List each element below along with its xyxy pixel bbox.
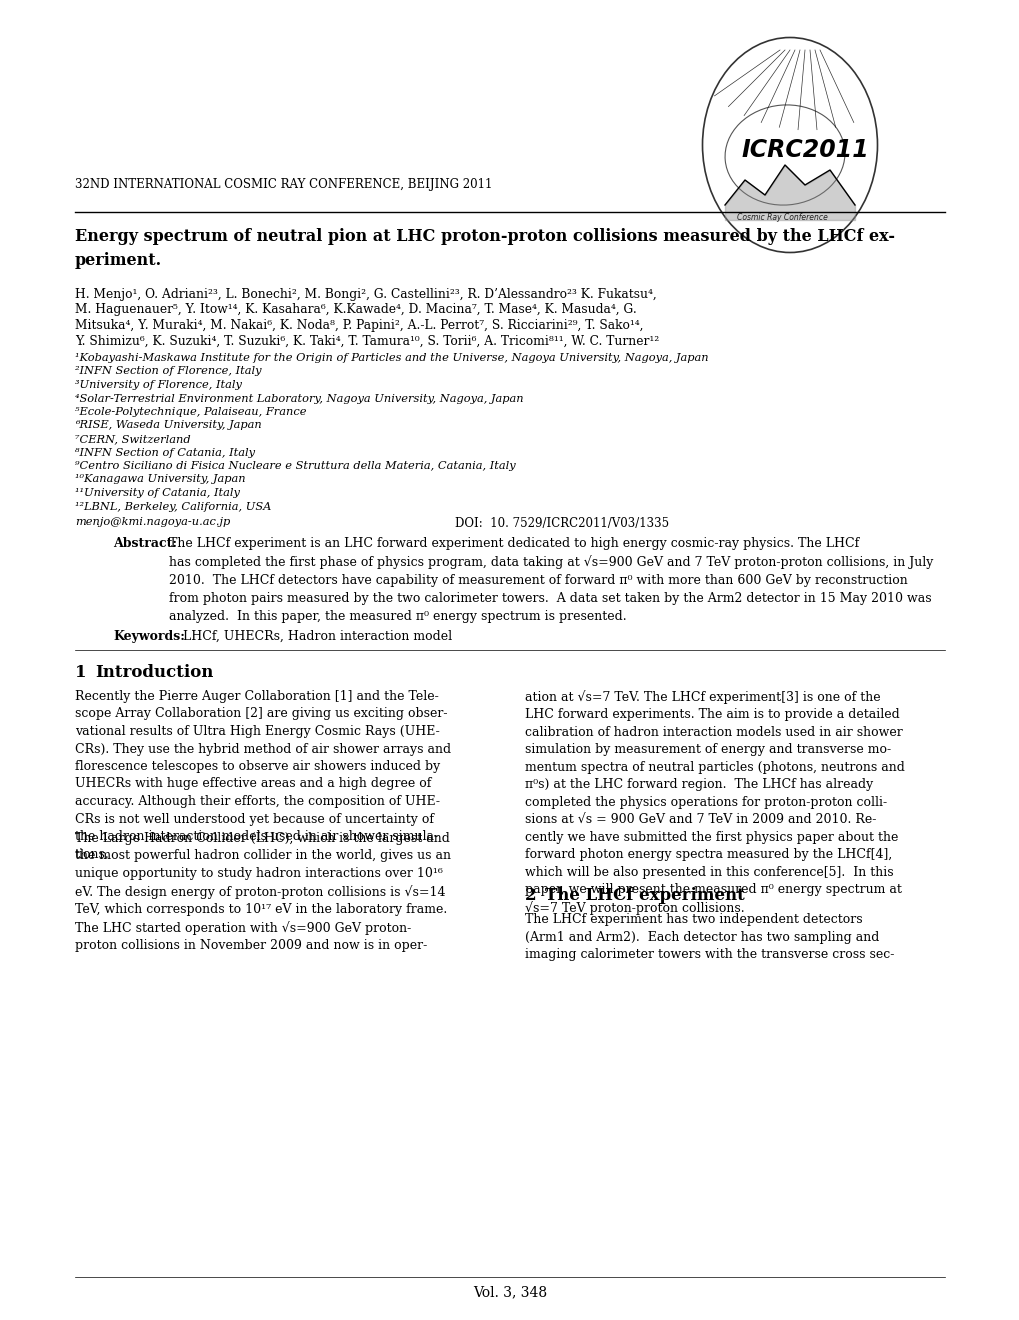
Text: M. Haguenauer⁵, Y. Itow¹⁴, K. Kasahara⁶, K.Kawade⁴, D. Macina⁷, T. Mase⁴, K. Mas: M. Haguenauer⁵, Y. Itow¹⁴, K. Kasahara⁶,…	[75, 304, 636, 317]
Text: ⁸INFN Section of Catania, Italy: ⁸INFN Section of Catania, Italy	[75, 447, 255, 458]
Text: The LHCf experiment is an LHC forward experiment dedicated to high energy cosmic: The LHCf experiment is an LHC forward ex…	[169, 537, 932, 623]
Text: ⁴Solar-Terrestrial Environment Laboratory, Nagoya University, Nagoya, Japan: ⁴Solar-Terrestrial Environment Laborator…	[75, 393, 523, 404]
Text: 32ND INTERNATIONAL COSMIC RAY CONFERENCE, BEIJING 2011: 32ND INTERNATIONAL COSMIC RAY CONFERENCE…	[75, 178, 492, 191]
Text: The LHCf experiment has two independent detectors
(Arm1 and Arm2).  Each detecto: The LHCf experiment has two independent …	[525, 913, 894, 961]
Text: Energy spectrum of neutral pion at LHC proton-proton collisions measured by the : Energy spectrum of neutral pion at LHC p…	[75, 228, 894, 269]
Text: ³University of Florence, Italy: ³University of Florence, Italy	[75, 380, 242, 389]
Text: ¹¹University of Catania, Italy: ¹¹University of Catania, Italy	[75, 488, 239, 498]
Text: ²INFN Section of Florence, Italy: ²INFN Section of Florence, Italy	[75, 367, 261, 376]
Text: menjo@kmi.nagoya-u.ac.jp: menjo@kmi.nagoya-u.ac.jp	[75, 517, 230, 527]
Text: ¹Kobayashi-Maskawa Institute for the Origin of Particles and the Universe, Nagoy: ¹Kobayashi-Maskawa Institute for the Ori…	[75, 352, 708, 363]
Text: Y. Shimizu⁶, K. Suzuki⁴, T. Suzuki⁶, K. Taki⁴, T. Tamura¹⁰, S. Torii⁶, A. Tricom: Y. Shimizu⁶, K. Suzuki⁴, T. Suzuki⁶, K. …	[75, 334, 658, 347]
Text: Introduction: Introduction	[95, 664, 213, 681]
Text: ⁶RISE, Waseda University, Japan: ⁶RISE, Waseda University, Japan	[75, 421, 262, 430]
Text: Keywords:: Keywords:	[113, 630, 184, 643]
Text: The LHCf experiment: The LHCf experiment	[544, 887, 744, 904]
Text: Recently the Pierre Auger Collaboration [1] and the Tele-
scope Array Collaborat: Recently the Pierre Auger Collaboration …	[75, 690, 450, 861]
Text: 1: 1	[75, 664, 87, 681]
Text: ⁹Centro Siciliano di Fisica Nucleare e Struttura della Materia, Catania, Italy: ⁹Centro Siciliano di Fisica Nucleare e S…	[75, 461, 516, 471]
Text: ¹²LBNL, Berkeley, California, USA: ¹²LBNL, Berkeley, California, USA	[75, 502, 271, 511]
Text: H. Menjo¹, O. Adriani²³, L. Bonechi², M. Bongi², G. Castellini²³, R. D’Alessandr: H. Menjo¹, O. Adriani²³, L. Bonechi², M.…	[75, 288, 656, 301]
Text: ation at √s=7 TeV. The LHCf experiment[3] is one of the
LHC forward experiments.: ation at √s=7 TeV. The LHCf experiment[3…	[525, 690, 904, 915]
Text: DOI:  10. 7529/ICRC2011/V03/1335: DOI: 10. 7529/ICRC2011/V03/1335	[454, 517, 668, 531]
Text: Mitsuka⁴, Y. Muraki⁴, M. Nakai⁶, K. Noda⁸, P. Papini², A.-L. Perrot⁷, S. Ricciar: Mitsuka⁴, Y. Muraki⁴, M. Nakai⁶, K. Noda…	[75, 319, 643, 333]
Text: ¹⁰Kanagawa University, Japan: ¹⁰Kanagawa University, Japan	[75, 474, 246, 484]
Text: 2: 2	[525, 887, 536, 904]
Text: ⁵Ecole-Polytechnique, Palaiseau, France: ⁵Ecole-Polytechnique, Palaiseau, France	[75, 407, 306, 417]
Text: ⁷CERN, Switzerland: ⁷CERN, Switzerland	[75, 434, 191, 444]
Text: The Large Hadron Collider (LHC), which is the largest and
the most powerful hadr: The Large Hadron Collider (LHC), which i…	[75, 832, 450, 952]
Text: ICRC2011: ICRC2011	[741, 139, 868, 162]
Text: Abstract:: Abstract:	[113, 537, 177, 550]
Text: Vol. 3, 348: Vol. 3, 348	[473, 1284, 546, 1299]
Text: Cosmic Ray Conference: Cosmic Ray Conference	[736, 213, 826, 222]
Text: LHCf, UHECRs, Hadron interaction model: LHCf, UHECRs, Hadron interaction model	[175, 630, 451, 643]
